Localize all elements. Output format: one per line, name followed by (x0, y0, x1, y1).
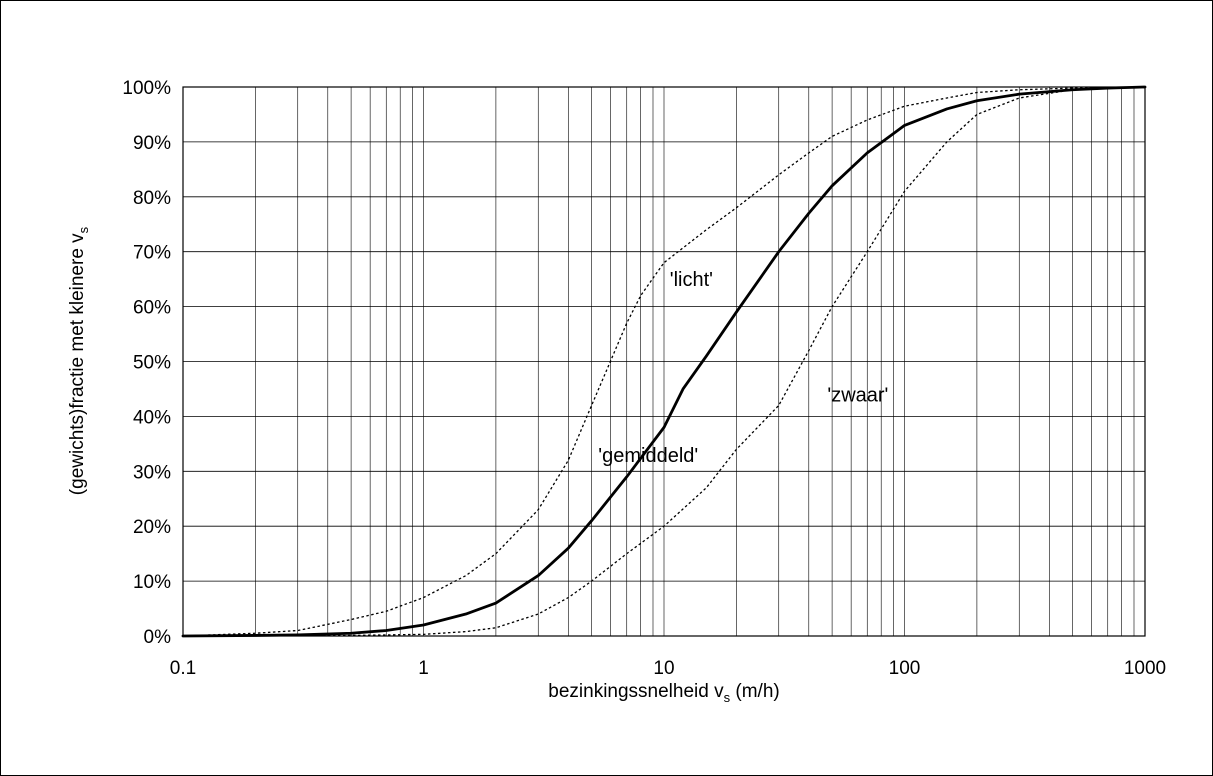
y-tick-label-3: 30% (133, 462, 171, 483)
y-tick-label-2: 20% (133, 517, 171, 538)
curve-annotation-0: 'licht' (670, 269, 713, 291)
series-line-1 (182, 86, 1146, 637)
series-layer (181, 85, 1147, 638)
y-axis-label: (gewichts)fractie met kleinere vs (67, 226, 91, 495)
x-tick-label-1: 1 (418, 658, 429, 679)
series-line-2 (182, 86, 1146, 637)
x-tick-label-0: 0.1 (170, 658, 196, 679)
x-tick-label-3: 100 (889, 658, 921, 679)
y-axis-label-subscript: s (76, 226, 91, 233)
y-tick-label-7: 70% (133, 243, 171, 264)
plot-area-border (182, 86, 1146, 637)
y-tick-label-1: 10% (133, 572, 171, 593)
x-axis-label-subscript: s (724, 690, 731, 705)
curve-annotation-2: 'gemiddeld' (598, 445, 698, 467)
x-axis-label-main: bezinkingssnelheid v (548, 681, 724, 702)
x-tick-label-2: 10 (653, 658, 674, 679)
y-tick-label-9: 90% (133, 133, 171, 154)
series-line-0 (181, 85, 1147, 638)
tick-labels: 0% 10% 20% 30% 40% 50% 60% 70% 80% 90% 100% 0.1 1 10 1… (122, 78, 1166, 679)
x-tick-label-4: 1000 (1124, 658, 1166, 679)
y-axis-label-main: (gewichts)fractie met kleinere v (67, 233, 88, 495)
y-tick-label-4: 40% (133, 407, 171, 428)
x-axis-label: bezinkingssnelheid vs (m/h) (548, 681, 779, 705)
curve-annotations: 'licht' 'zwaar' 'gemiddeld' (598, 269, 888, 467)
y-tick-label-5: 50% (133, 353, 171, 374)
y-tick-label-8: 80% (133, 188, 171, 209)
x-axis-label-unit: (m/h) (730, 681, 780, 702)
grid-lines (183, 86, 1145, 637)
y-tick-label-0: 0% (144, 627, 172, 648)
y-tick-label-10: 100% (122, 78, 171, 99)
curve-annotation-1: 'zwaar' (827, 384, 888, 406)
y-tick-label-6: 60% (133, 298, 171, 319)
